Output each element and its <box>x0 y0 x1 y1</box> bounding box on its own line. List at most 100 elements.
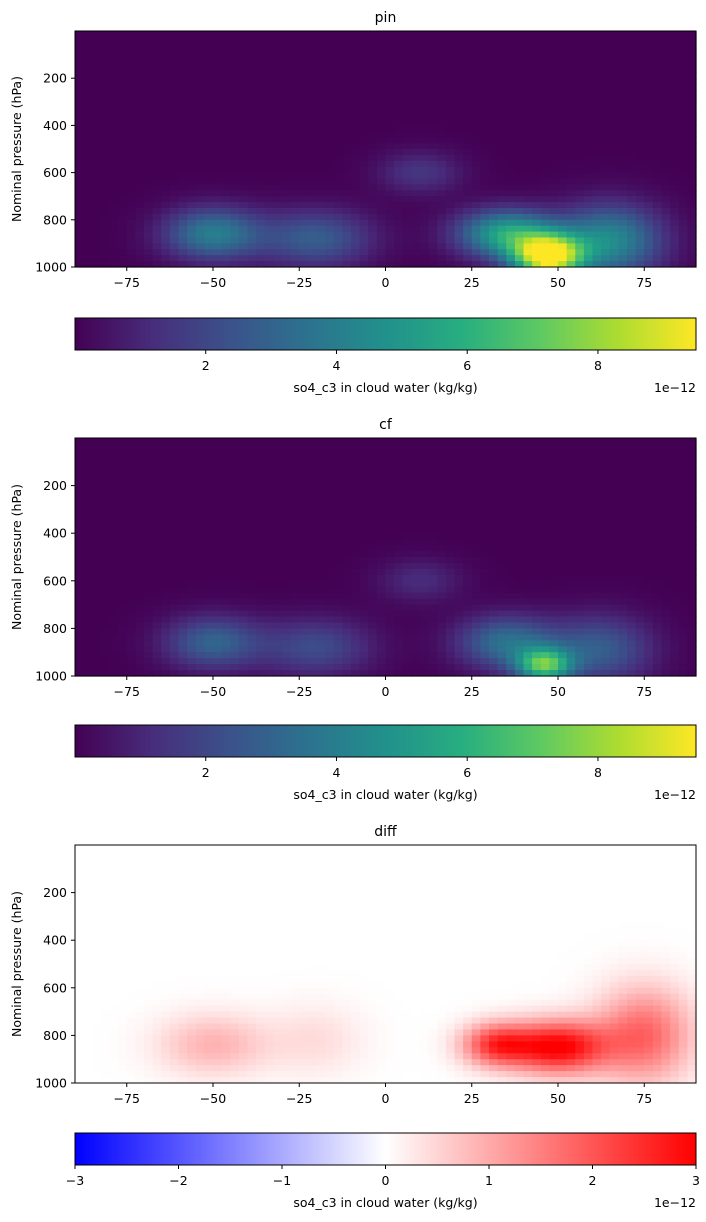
heatmap-cell <box>420 503 429 510</box>
heatmap-cell <box>127 90 136 97</box>
heatmap-cell <box>92 208 101 215</box>
heatmap-cell <box>394 456 403 463</box>
heatmap-cell <box>463 114 472 121</box>
heatmap-cell <box>394 90 403 97</box>
heatmap-cell <box>196 569 205 576</box>
heatmap-cell <box>265 167 274 174</box>
heatmap-cell <box>265 438 274 445</box>
heatmap-cell <box>524 96 533 103</box>
heatmap-cell <box>670 143 679 150</box>
heatmap-cell <box>584 509 593 516</box>
heatmap-cell <box>498 208 507 215</box>
heatmap-cell <box>282 498 291 505</box>
heatmap-cell <box>377 190 386 197</box>
heatmap-cell <box>179 438 188 445</box>
heatmap-cell <box>549 226 558 233</box>
heatmap-cell <box>480 503 489 510</box>
heatmap-cell <box>135 155 144 162</box>
heatmap-cell <box>403 249 412 256</box>
heatmap-cell <box>437 173 446 180</box>
heatmap-cell <box>549 515 558 522</box>
heatmap-cell <box>524 131 533 138</box>
heatmap-cell <box>351 587 360 594</box>
heatmap-cell <box>334 243 343 250</box>
heatmap-cell <box>644 131 653 138</box>
heatmap-cell <box>282 605 291 612</box>
heatmap-cell <box>670 149 679 156</box>
heatmap-cell <box>317 593 326 600</box>
heatmap-cell <box>317 587 326 594</box>
heatmap-cell <box>524 61 533 68</box>
heatmap-cell <box>558 161 567 168</box>
heatmap-cell <box>222 143 231 150</box>
heatmap-cell <box>204 515 213 522</box>
heatmap-cell <box>135 587 144 594</box>
heatmap-cell <box>84 575 93 582</box>
heatmap-cell <box>135 533 144 540</box>
heatmap-cell <box>584 37 593 44</box>
heatmap-cell <box>92 486 101 493</box>
heatmap-cell <box>636 255 645 262</box>
heatmap-cell <box>679 462 688 469</box>
heatmap-cell <box>248 503 257 510</box>
heatmap-cell <box>644 108 653 115</box>
heatmap-cell <box>308 149 317 156</box>
heatmap-cell <box>118 563 127 570</box>
heatmap-cell <box>627 587 636 594</box>
heatmap-cell <box>653 196 662 203</box>
heatmap-cell <box>325 255 334 262</box>
heatmap-cell <box>265 462 274 469</box>
heatmap-cell <box>308 143 317 150</box>
heatmap-cell <box>179 72 188 79</box>
heatmap-cell <box>498 474 507 481</box>
heatmap-cell <box>118 527 127 534</box>
heatmap-cell <box>299 599 308 606</box>
heatmap-cell <box>446 515 455 522</box>
heatmap-cell <box>584 462 593 469</box>
heatmap-cell <box>291 102 300 109</box>
heatmap-cell <box>161 108 170 115</box>
heatmap-cell <box>429 184 438 191</box>
heatmap-cell <box>515 232 524 239</box>
heatmap-cell <box>127 480 136 487</box>
heatmap-cell <box>618 173 627 180</box>
heatmap-cell <box>153 96 162 103</box>
heatmap-cell <box>541 593 550 600</box>
heatmap-cell <box>610 161 619 168</box>
heatmap-cell <box>627 527 636 534</box>
heatmap-cell <box>653 90 662 97</box>
heatmap-cell <box>437 143 446 150</box>
heatmap-cell <box>524 114 533 121</box>
heatmap-cell <box>524 49 533 56</box>
heatmap-cell <box>403 125 412 131</box>
heatmap-cell <box>360 137 369 144</box>
heatmap-cell <box>627 31 636 38</box>
heatmap-cell <box>110 137 119 144</box>
heatmap-cell <box>118 131 127 138</box>
heatmap-cell <box>222 438 231 445</box>
heatmap-cell <box>230 226 239 233</box>
heatmap-cell <box>429 438 438 445</box>
heatmap-cell <box>170 438 179 445</box>
heatmap-cell <box>334 108 343 115</box>
heatmap-cell <box>377 474 386 481</box>
x-tick-label: 0 <box>382 275 390 290</box>
heatmap-cell <box>480 61 489 68</box>
heatmap-cell <box>360 480 369 487</box>
heatmap-cell <box>144 569 153 576</box>
heatmap-cell <box>317 255 326 262</box>
heatmap-cell <box>161 503 170 510</box>
heatmap-cell <box>239 232 248 239</box>
heatmap-cell <box>437 551 446 558</box>
heatmap-cell <box>273 37 282 44</box>
heatmap-cell <box>541 161 550 168</box>
heatmap-cell <box>179 202 188 209</box>
heatmap-cell <box>135 569 144 576</box>
heatmap-cell <box>265 581 274 588</box>
heatmap-cell <box>161 249 170 256</box>
heatmap-cell <box>317 515 326 522</box>
heatmap-cell <box>325 72 334 79</box>
heatmap-cell <box>377 43 386 50</box>
heatmap-cell <box>144 220 153 227</box>
heatmap-cell <box>75 509 84 516</box>
